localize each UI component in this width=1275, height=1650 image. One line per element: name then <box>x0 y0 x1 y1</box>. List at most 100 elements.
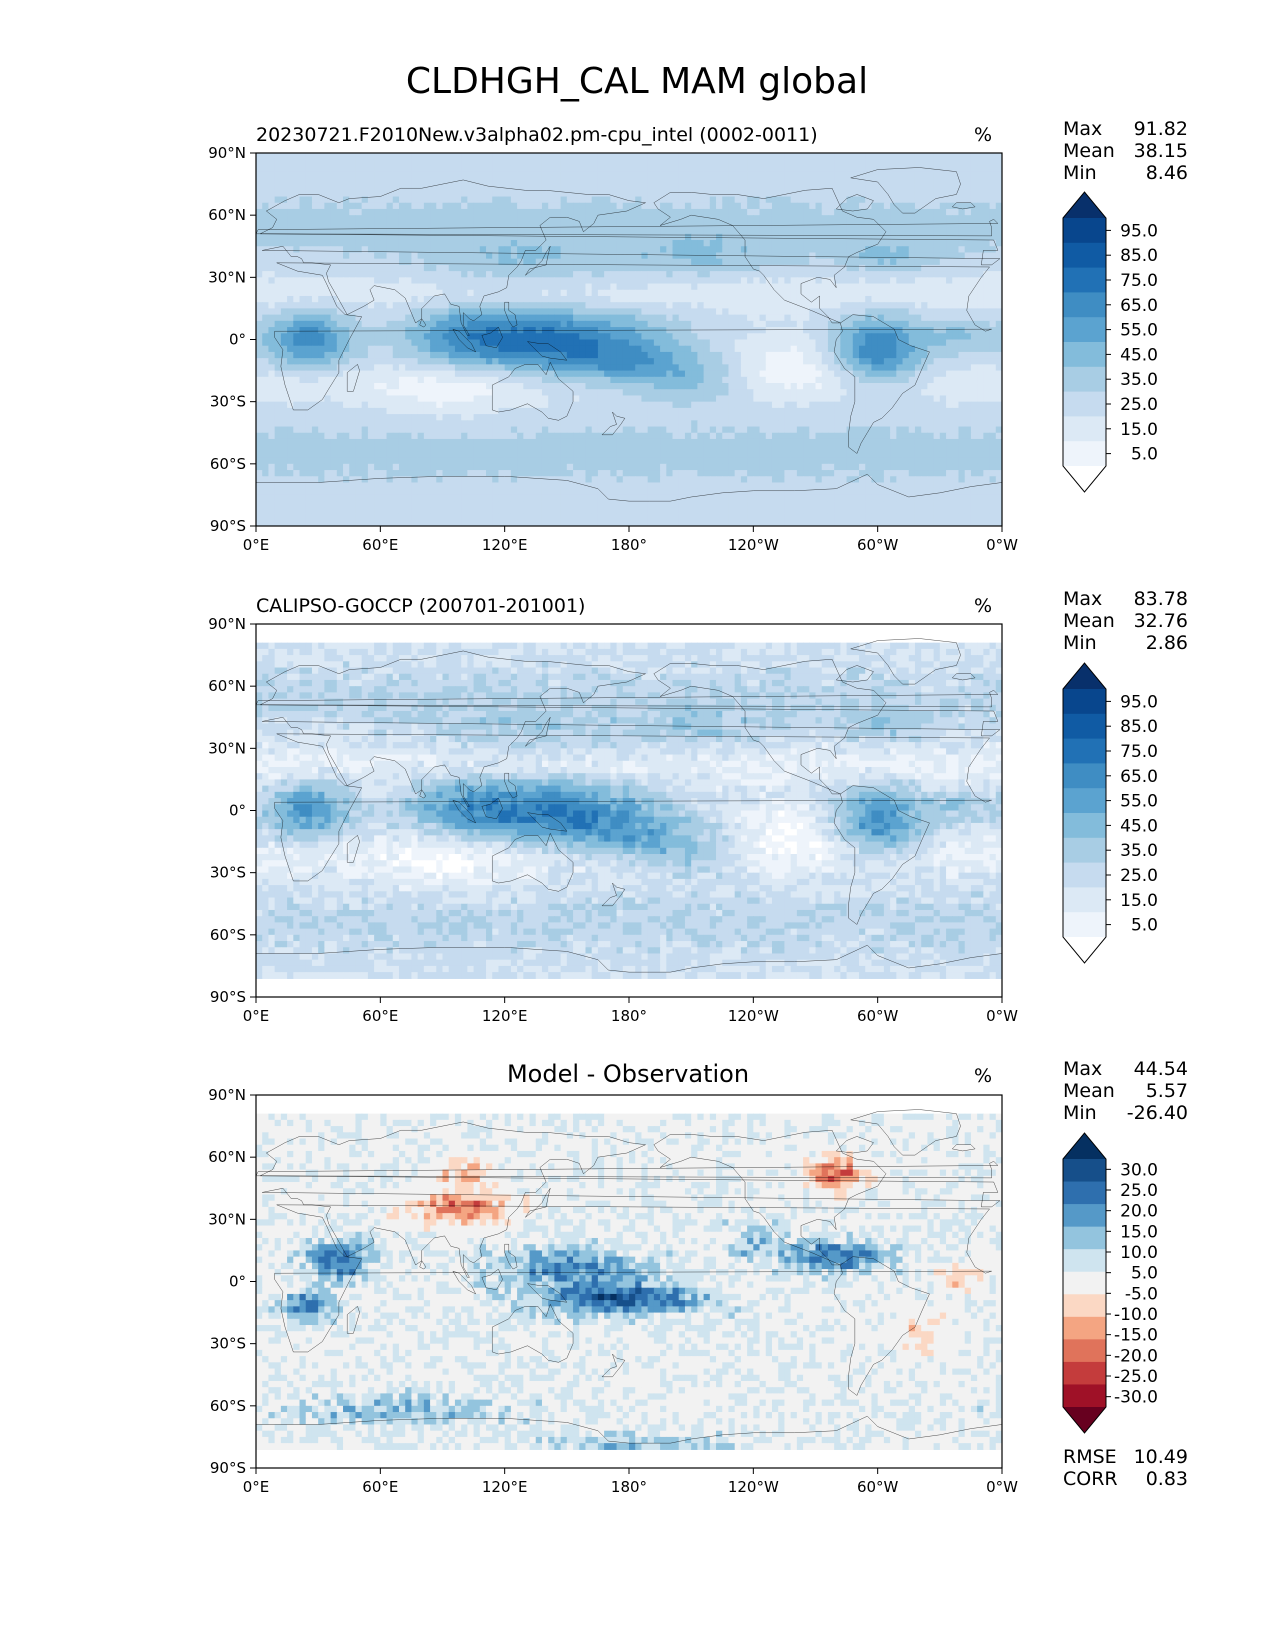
field-cell <box>647 308 655 316</box>
field-cell <box>305 215 313 222</box>
field-cell <box>852 302 860 310</box>
field-cell <box>517 333 524 341</box>
field-cell <box>262 264 270 272</box>
field-cell <box>647 283 655 291</box>
field-cell <box>902 258 910 266</box>
field-cell <box>436 395 444 403</box>
field-cell <box>268 389 276 397</box>
field-cell <box>355 159 363 167</box>
field-cell <box>939 159 947 167</box>
field-cell <box>486 389 493 397</box>
field-cell <box>896 196 904 204</box>
field-cell <box>684 364 692 372</box>
field-cell <box>268 395 276 403</box>
field-cell <box>703 395 711 403</box>
field-cell <box>417 333 425 341</box>
field-cell <box>616 184 624 191</box>
field-cell <box>361 401 369 409</box>
field-cell <box>902 401 910 409</box>
field-cell <box>405 258 413 266</box>
field-cell <box>448 333 456 341</box>
field-cell <box>666 240 674 247</box>
field-cell <box>927 258 935 266</box>
field-cell <box>691 320 698 328</box>
field-cell <box>647 302 655 310</box>
field-cell <box>815 165 823 173</box>
field-cell <box>778 289 786 297</box>
field-cell <box>299 184 307 191</box>
field-cell <box>653 227 661 235</box>
field-cell <box>995 277 1002 285</box>
field-cell <box>597 383 605 390</box>
field-cell <box>330 364 338 372</box>
field-cell <box>958 159 966 167</box>
field-cell <box>610 314 618 322</box>
field-cell <box>716 233 723 241</box>
field-cell <box>517 252 524 260</box>
field-cell <box>554 271 562 278</box>
field-cell <box>709 345 717 353</box>
field-cell <box>753 333 761 341</box>
field-cell <box>964 264 972 272</box>
field-cell <box>293 395 301 403</box>
field-cell <box>486 264 493 272</box>
field-cell <box>318 227 325 235</box>
field-cell <box>411 258 419 266</box>
field-cell <box>548 364 555 372</box>
field-cell <box>958 264 966 272</box>
field-cell <box>796 283 804 291</box>
field-cell <box>504 358 512 365</box>
field-cell <box>859 271 866 278</box>
field-cell <box>461 165 468 173</box>
field-cell <box>566 240 574 247</box>
field-cell <box>740 171 748 179</box>
field-cell <box>498 208 506 216</box>
field-cell <box>355 283 363 291</box>
field-cell <box>622 370 630 378</box>
field-cell <box>287 190 294 198</box>
field-cell <box>666 196 674 204</box>
field-cell <box>722 395 730 403</box>
field-cell <box>946 233 953 241</box>
field-cell <box>964 295 972 303</box>
field-cell <box>498 264 506 272</box>
field-cell <box>579 339 587 347</box>
field-cell <box>386 202 394 210</box>
field-cell <box>597 327 605 334</box>
field-cell <box>983 190 991 198</box>
field-cell <box>398 314 406 322</box>
field-cell <box>790 401 798 409</box>
field-cell <box>622 258 630 266</box>
field-cell <box>660 246 667 254</box>
field-cell <box>908 215 916 222</box>
field-cell <box>529 401 537 409</box>
field-cell <box>734 302 742 310</box>
field-cell <box>660 208 667 216</box>
field-cell <box>585 177 593 185</box>
field-cell <box>815 345 823 353</box>
field-cell <box>995 370 1002 378</box>
field-cell <box>716 351 723 359</box>
field-cell <box>392 370 400 378</box>
field-cell <box>896 358 904 365</box>
field-cell <box>952 333 960 341</box>
field-cell <box>436 302 444 310</box>
field-cell <box>473 395 481 403</box>
field-cell <box>653 370 661 378</box>
field-cell <box>660 327 667 334</box>
field-cell <box>865 252 873 260</box>
field-cell <box>840 159 848 167</box>
field-cell <box>486 252 493 260</box>
field-cell <box>983 240 991 247</box>
field-cell <box>896 165 904 173</box>
field-cell <box>908 165 916 173</box>
field-cell <box>871 327 879 334</box>
field-cell <box>256 351 263 359</box>
field-cell <box>461 202 468 210</box>
field-cell <box>510 264 518 272</box>
field-cell <box>834 165 841 173</box>
field-cell <box>386 233 394 241</box>
field-cell <box>970 277 978 285</box>
field-cell <box>597 395 605 403</box>
field-cell <box>486 364 493 372</box>
